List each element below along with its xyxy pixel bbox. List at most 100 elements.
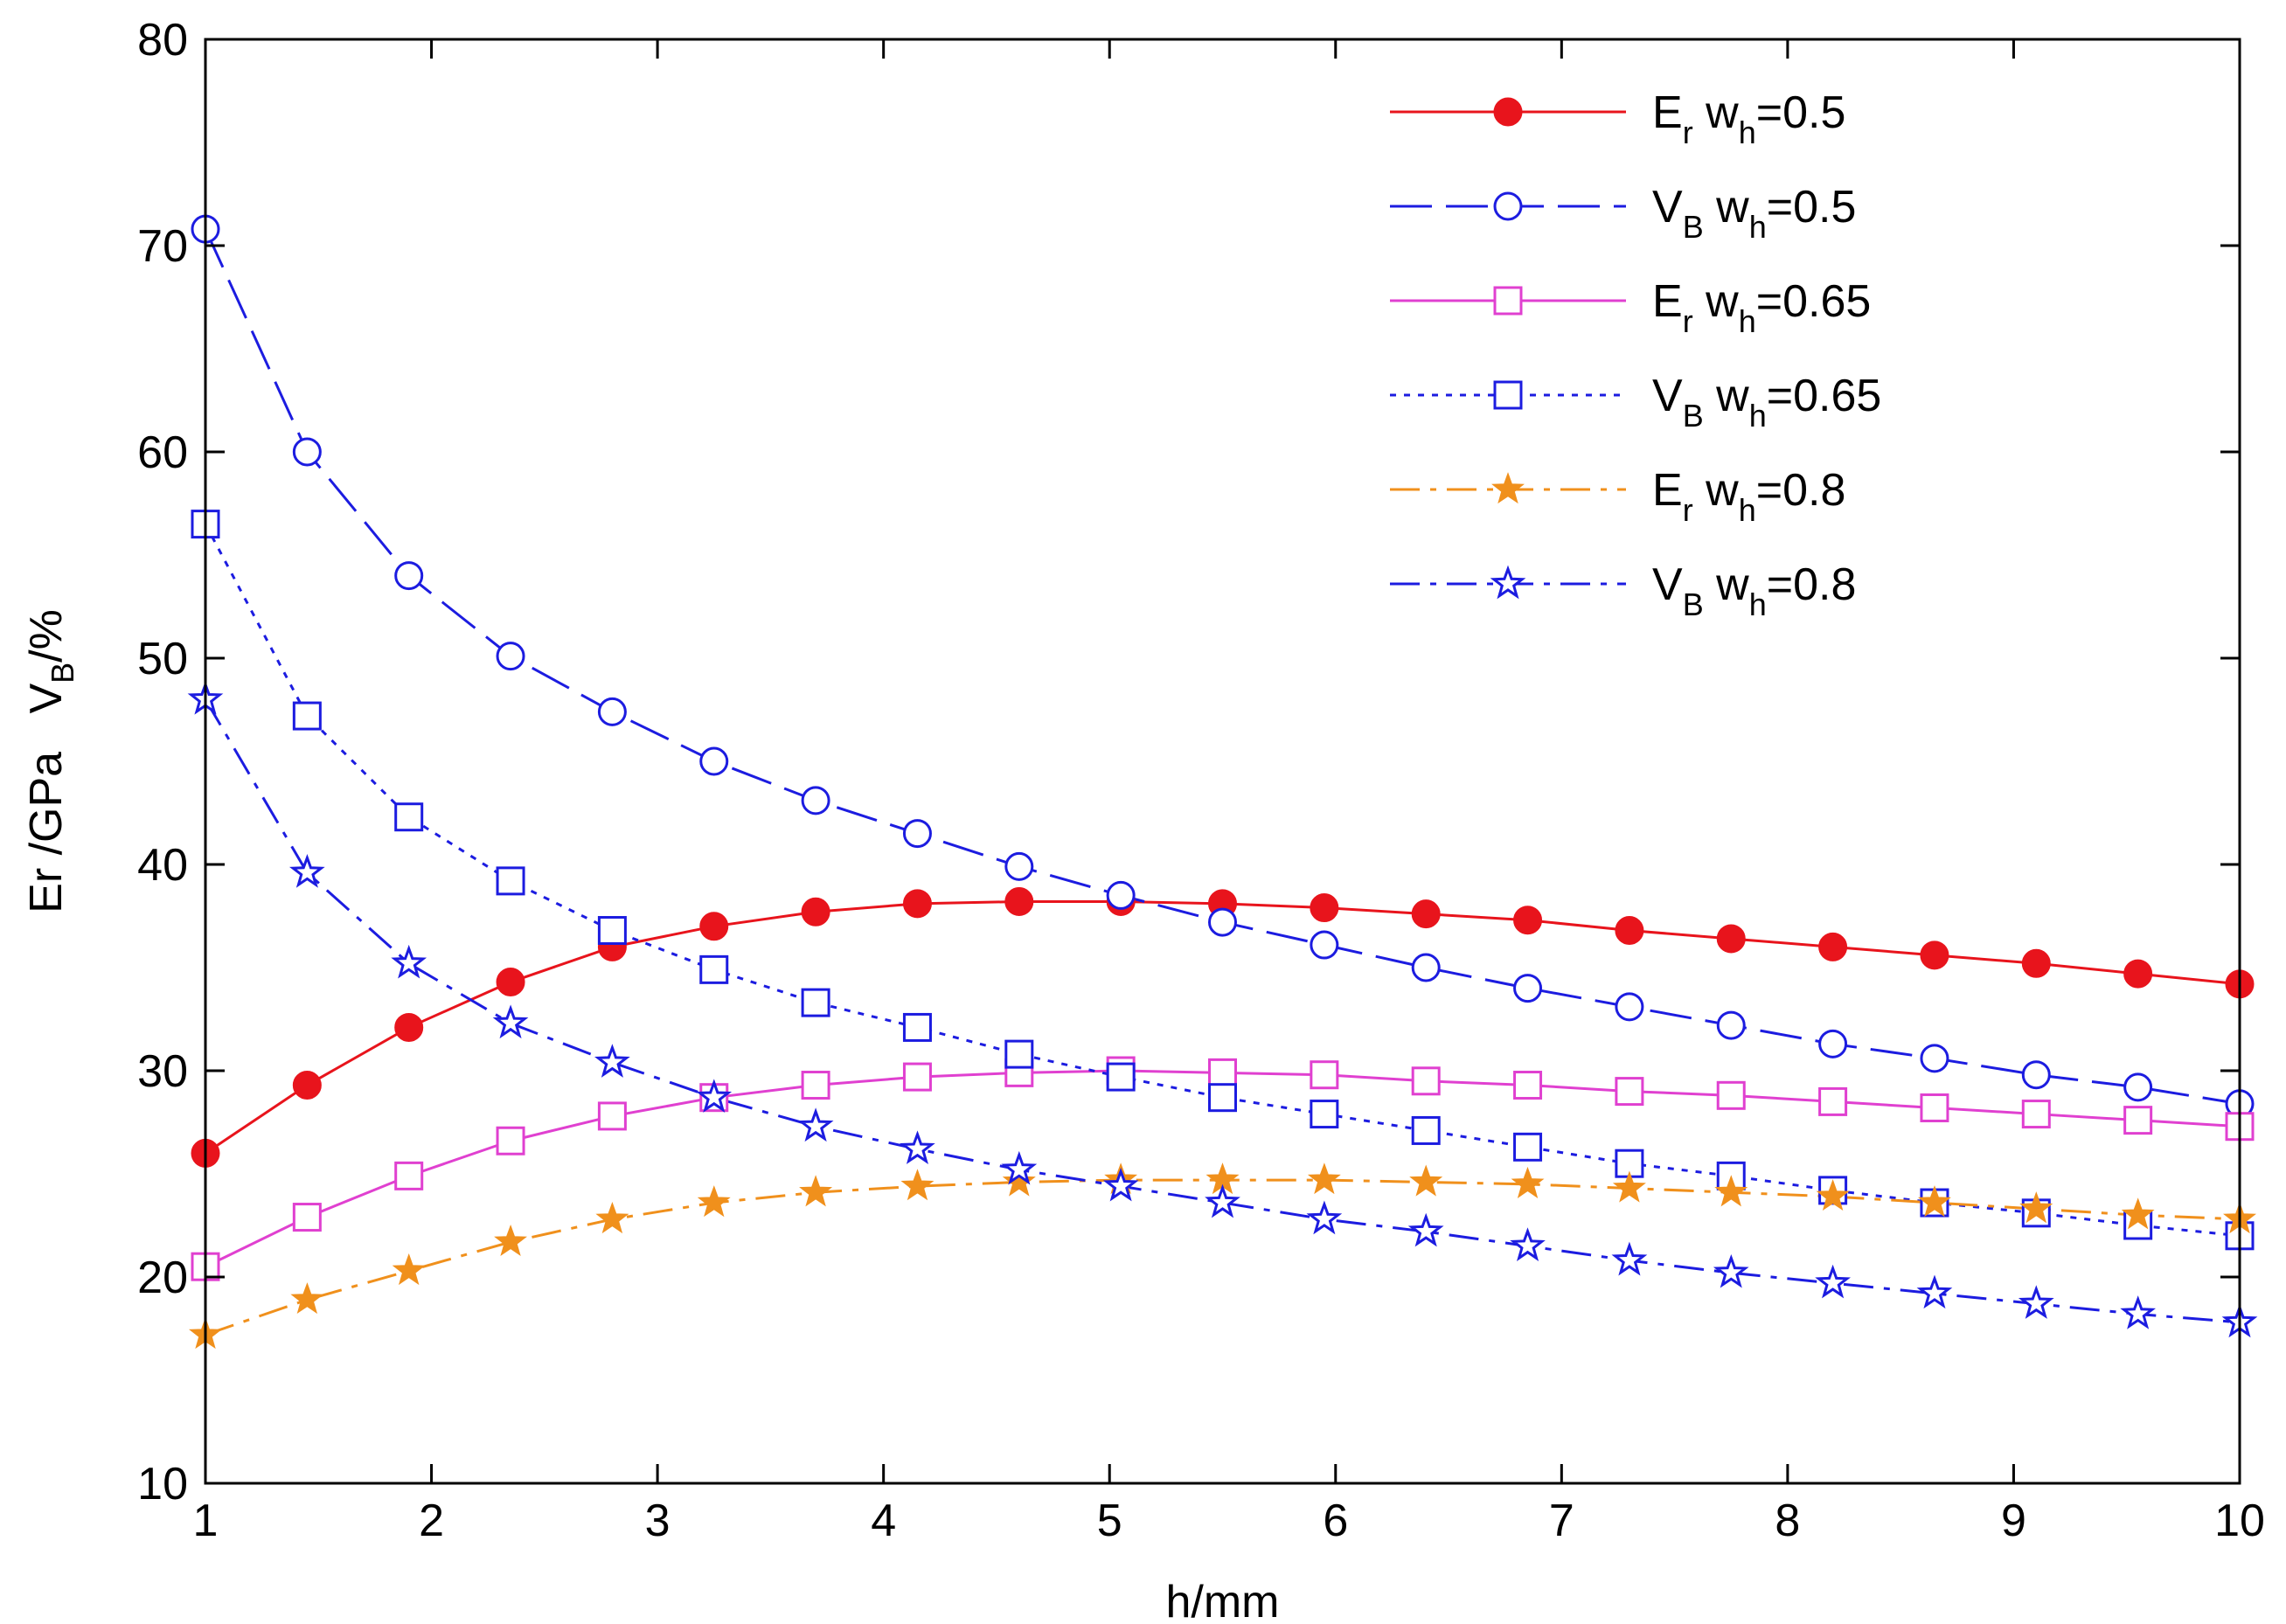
data-point (1611, 1241, 1648, 1276)
x-tick-label: 3 (645, 1496, 671, 1546)
data-point (496, 866, 525, 896)
legend-label-subscript: h (1739, 303, 1756, 339)
data-point (496, 1126, 525, 1156)
legend-label-part: w (1704, 371, 1749, 421)
legend-label-part: w (1704, 559, 1749, 610)
data-point (292, 1071, 322, 1100)
y-axis-label-suffix: /% (21, 609, 72, 663)
data-point (597, 1101, 627, 1131)
data-point (1716, 1010, 1746, 1040)
data-point (2123, 959, 2153, 989)
data-point (699, 912, 729, 941)
data-point (391, 944, 427, 979)
legend-label-subscript: r (1683, 303, 1693, 339)
data-point (697, 1185, 731, 1218)
data-point (1205, 1183, 1240, 1218)
legend-label-part: E (1652, 87, 1683, 138)
data-point (1918, 1185, 1951, 1218)
data-point (1208, 907, 1237, 937)
data-point (394, 1161, 424, 1190)
x-tick-label: 6 (1323, 1496, 1348, 1546)
legend-marker (1493, 286, 1523, 316)
data-point (902, 1012, 932, 1042)
data-point (1818, 1029, 1848, 1058)
x-tick-label: 1 (193, 1496, 219, 1546)
x-axis-label: h/mm (1166, 1577, 1280, 1624)
series-1-points (191, 886, 2255, 1168)
data-point (597, 697, 627, 726)
data-point (801, 1071, 830, 1100)
data-point (392, 1253, 426, 1286)
legend-label-part: w (1693, 465, 1739, 516)
data-point (1920, 940, 1949, 970)
data-point (699, 746, 729, 776)
legend-marker (1490, 565, 1526, 600)
x-tick-label: 10 (2214, 1496, 2265, 1546)
legend-label-part: w (1693, 276, 1739, 327)
legend-label: VB wh=0.5 (1652, 182, 1856, 245)
data-point (1818, 932, 1848, 961)
data-point (290, 1282, 324, 1315)
legend-label-part: w (1704, 182, 1749, 232)
legend-label-subscript: B (1683, 209, 1704, 245)
data-point (1411, 899, 1441, 929)
data-point (1920, 1044, 1949, 1073)
data-point (292, 437, 322, 467)
data-point (492, 1004, 529, 1039)
data-point (2021, 1060, 2051, 1090)
data-point (1310, 930, 1339, 960)
data-point (1916, 1274, 1953, 1309)
data-point (1208, 1058, 1237, 1087)
legend-label-subscript: r (1683, 115, 1693, 150)
series-6-points (187, 680, 2258, 1338)
axis-ticks (204, 38, 2241, 1485)
legend-label-part: V (1652, 559, 1683, 610)
x-tick-label: 4 (871, 1496, 896, 1546)
legend-label: Er wh=0.8 (1652, 465, 1845, 528)
plot-area-frame (204, 38, 2241, 1485)
data-point (1714, 1175, 1748, 1207)
legend-label-part: =0.5 (1767, 182, 1857, 232)
legend-entry-4: VB wh=0.65 (1390, 371, 1881, 434)
legend-label: VB wh=0.8 (1652, 559, 1856, 622)
data-point (1002, 1164, 1036, 1197)
data-point (1612, 1170, 1646, 1203)
legend-label-part: E (1652, 276, 1683, 327)
legend-label-subscript: h (1749, 398, 1767, 434)
legend-entry-6: VB wh=0.8 (1390, 559, 1856, 622)
data-point (1306, 1200, 1343, 1235)
data-point (496, 642, 525, 671)
legend-label-subscript: h (1749, 209, 1767, 245)
data-point (1407, 1212, 1444, 1247)
data-point (1713, 1253, 1749, 1288)
y-tick-label: 70 (137, 221, 188, 272)
data-point (902, 1062, 932, 1092)
legend-label-part: =0.65 (1756, 276, 1872, 327)
legend-label-subscript: h (1749, 586, 1767, 622)
data-point (1513, 1132, 1543, 1162)
series-3-points (191, 1056, 2255, 1281)
data-point (2018, 1285, 2054, 1319)
y-tick-label: 20 (137, 1253, 188, 1303)
data-point (1106, 1062, 1136, 1092)
legend-label-part: =0.5 (1756, 87, 1846, 138)
legend-label: Er wh=0.65 (1652, 276, 1871, 339)
data-point (797, 1107, 834, 1142)
legend-entry-5: Er wh=0.8 (1390, 465, 1845, 528)
y-tick-label: 30 (137, 1046, 188, 1097)
legend-label-part: V (1652, 182, 1683, 232)
data-point (1511, 1166, 1545, 1198)
legend-label-part: w (1693, 87, 1739, 138)
data-point (1815, 1264, 1851, 1299)
data-point (1615, 992, 1644, 1022)
data-point (1106, 880, 1136, 910)
data-point (1310, 1060, 1339, 1090)
data-point (1513, 906, 1543, 935)
y-tick-label: 80 (137, 15, 188, 66)
data-point (1004, 1039, 1034, 1069)
data-point (801, 786, 830, 815)
y-axis-label-main: Er /GPa V (21, 684, 72, 913)
legend-label-part: =0.8 (1756, 465, 1846, 516)
